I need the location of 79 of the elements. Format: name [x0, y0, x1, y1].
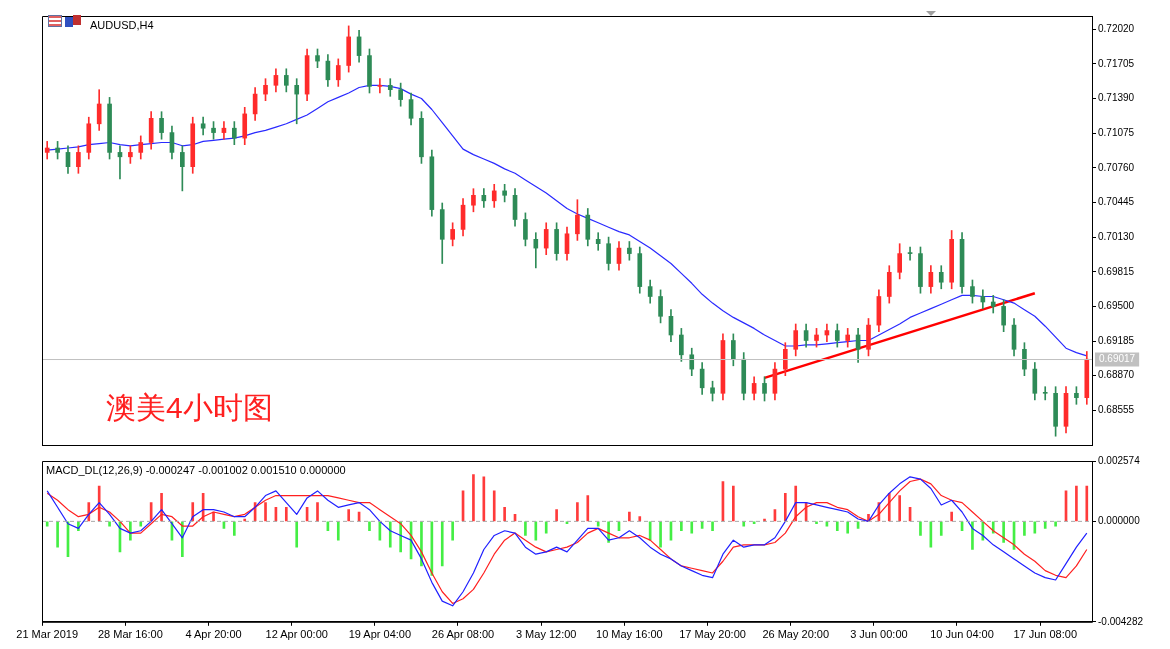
x-tick-label: 21 Mar 2019 — [16, 628, 79, 641]
y-tick-label: 0.68555 — [1098, 404, 1135, 416]
x-tick-label: 26 Apr 08:00 — [431, 628, 495, 641]
bar — [544, 521, 548, 534]
bar — [316, 502, 319, 522]
bar — [950, 511, 953, 522]
ref-line-label: 0.69017 — [1099, 353, 1136, 365]
y-tick-label: 0.71390 — [1098, 92, 1135, 104]
bar — [284, 506, 288, 522]
x-tick-label: 19 Apr 04:00 — [348, 628, 412, 641]
y-tick-label: 0.68870 — [1098, 369, 1135, 381]
x-tick-label: 17 May 20:00 — [679, 628, 746, 641]
bar — [742, 521, 746, 527]
bar — [680, 521, 683, 532]
bar — [347, 509, 351, 522]
x-tick-label: 17 Jun 08:00 — [1013, 628, 1078, 641]
bar — [336, 521, 340, 541]
bar — [711, 521, 714, 532]
bar — [659, 521, 662, 548]
bar — [492, 490, 496, 522]
chart-title: MACD_DL(12,26,9) -0.000247 -0.001002 0.001510 0.000000 — [46, 463, 346, 476]
bar — [1002, 521, 1005, 543]
bar — [388, 521, 392, 548]
x-tick-label: 10 May 16:00 — [596, 628, 663, 641]
bar — [638, 516, 642, 522]
bar — [264, 502, 267, 522]
x-tick-label: 12 Apr 00:00 — [265, 628, 328, 641]
bar — [939, 521, 943, 536]
bar — [139, 521, 143, 527]
y-tick-label: 0.69185 — [1098, 334, 1135, 346]
bar — [783, 492, 787, 522]
bar — [628, 511, 631, 522]
x-tick-label: 3 May 12:00 — [515, 628, 577, 641]
bar — [732, 485, 735, 522]
y-tick-label: 0.002574 — [1098, 454, 1141, 466]
bar — [524, 521, 527, 536]
bar — [555, 509, 558, 522]
bar — [368, 521, 371, 532]
bar — [898, 495, 901, 522]
bar — [233, 521, 236, 536]
bar — [1023, 521, 1026, 536]
bar — [472, 474, 475, 522]
x-tick-label: 4 Apr 20:00 — [185, 628, 242, 641]
bar — [919, 521, 922, 536]
bar — [1054, 521, 1057, 527]
bar — [451, 521, 454, 541]
bar — [440, 521, 444, 567]
x-tick-label: 28 Mar 16:00 — [97, 628, 163, 641]
bar — [586, 495, 590, 522]
bar — [503, 506, 506, 522]
y-tick-label: 0.71075 — [1098, 126, 1135, 138]
y-tick-label: -0.004282 — [1098, 615, 1144, 627]
bar — [56, 521, 59, 548]
y-tick-label: 0.69815 — [1098, 265, 1135, 277]
bar — [45, 521, 49, 527]
bar — [108, 521, 111, 527]
bar — [596, 521, 600, 527]
y-tick-label: 0.70130 — [1098, 230, 1135, 242]
y-tick-label: 0.71705 — [1098, 57, 1135, 69]
chart-title: AUDUSD,H4 — [90, 18, 154, 31]
bar — [534, 521, 538, 541]
x-tick-label: 3 Jun 00:00 — [850, 628, 908, 641]
bar — [1085, 485, 1089, 522]
bar — [846, 521, 850, 534]
bar — [1075, 485, 1078, 522]
bar — [1033, 521, 1037, 534]
x-tick-label: 26 May 20:00 — [762, 628, 830, 641]
bar — [971, 521, 974, 550]
bar — [835, 521, 839, 532]
y-tick-label: 0.70760 — [1098, 161, 1135, 173]
y-tick-label: 0.69500 — [1098, 300, 1135, 312]
annotation: 澳美4小时图 — [106, 391, 273, 425]
x-tick-label: 10 Jun 04:00 — [930, 628, 994, 641]
y-tick-label: 0.70445 — [1098, 196, 1135, 208]
bar — [295, 521, 299, 548]
y-tick-label: 0.000000 — [1098, 515, 1141, 527]
bar — [576, 502, 579, 522]
y-tick-label: 0.72020 — [1098, 22, 1135, 34]
bar — [690, 521, 694, 534]
